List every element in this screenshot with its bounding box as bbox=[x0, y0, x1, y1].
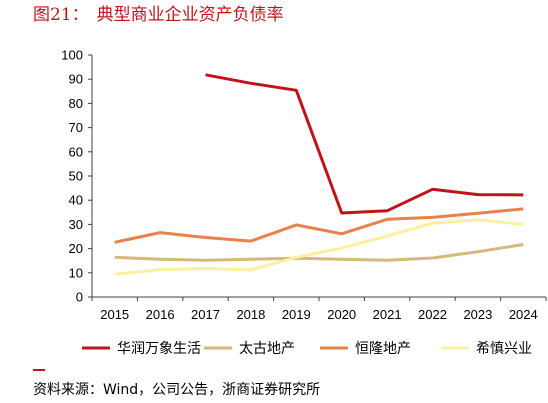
y-tick-label: 100 bbox=[61, 48, 83, 63]
axes: 0 10 20 30 40 50 60 70 80 90 100 2015 2016 2017 2018 20… bbox=[61, 48, 547, 322]
x-tick-label: 2022 bbox=[418, 307, 447, 322]
series-line-4 bbox=[114, 218, 524, 276]
y-tick-label: 10 bbox=[69, 265, 83, 280]
y-tick-label: 70 bbox=[69, 120, 83, 135]
x-tick-label: 2015 bbox=[100, 307, 129, 322]
legend-label: 恒隆地产 bbox=[355, 341, 411, 357]
chart-title: 典型商业企业资产负债率 bbox=[96, 5, 284, 25]
y-tick-label: 40 bbox=[69, 193, 83, 208]
x-tick-label: 2018 bbox=[236, 307, 265, 322]
series-line-2 bbox=[114, 243, 524, 262]
figure-number: 图21： bbox=[33, 5, 89, 25]
y-tick-label: 90 bbox=[69, 72, 83, 87]
legend-item: 恒隆地产 bbox=[320, 341, 411, 357]
legend-label: 希慎兴业 bbox=[476, 341, 532, 357]
source-note: 资料来源：Wind，公司公告，浙商证券研究所 bbox=[33, 382, 321, 398]
series-line-1 bbox=[205, 73, 524, 215]
y-tick-label: 80 bbox=[69, 96, 83, 111]
x-tick-label: 2017 bbox=[191, 307, 220, 322]
y-tick-label: 50 bbox=[69, 169, 83, 184]
series-line-3 bbox=[114, 207, 524, 244]
y-tick-label: 20 bbox=[69, 241, 83, 256]
series-group bbox=[114, 73, 524, 276]
y-tick-label: 60 bbox=[69, 144, 83, 159]
x-tick-label: 2020 bbox=[327, 307, 356, 322]
y-tick-label: 30 bbox=[69, 217, 83, 232]
x-tick-label: 2024 bbox=[509, 307, 538, 322]
legend-label: 华润万象生活 bbox=[117, 341, 201, 357]
legend-item: 希慎兴业 bbox=[441, 341, 532, 357]
y-tick-label: 0 bbox=[76, 290, 83, 305]
x-tick-label: 2021 bbox=[373, 307, 402, 322]
legend: 华润万象生活 太古地产 恒隆地产 希慎兴业 bbox=[82, 341, 532, 357]
x-tick-label: 2016 bbox=[146, 307, 175, 322]
x-tick-label: 2023 bbox=[463, 307, 492, 322]
legend-item: 太古地产 bbox=[204, 341, 295, 357]
legend-label: 太古地产 bbox=[239, 341, 295, 357]
legend-item: 华润万象生活 bbox=[82, 341, 201, 357]
figure-title: 图21： 典型商业企业资产负债率 bbox=[33, 4, 284, 26]
x-tick-label: 2019 bbox=[282, 307, 311, 322]
source-divider bbox=[33, 369, 45, 371]
